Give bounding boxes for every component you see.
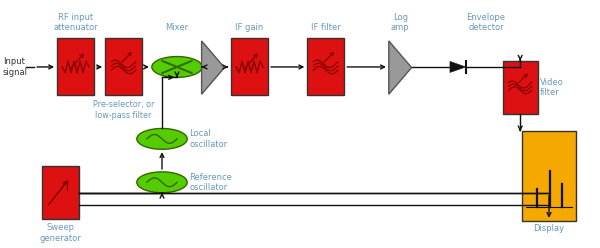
- Text: RF input
attenuator: RF input attenuator: [53, 13, 98, 32]
- Polygon shape: [450, 62, 466, 72]
- Circle shape: [152, 57, 202, 77]
- FancyBboxPatch shape: [231, 38, 268, 95]
- Text: Reference
oscillator: Reference oscillator: [190, 173, 232, 192]
- Polygon shape: [389, 41, 412, 94]
- Circle shape: [137, 172, 187, 193]
- Text: Sweep
generator: Sweep generator: [40, 223, 82, 243]
- FancyBboxPatch shape: [42, 166, 79, 219]
- Text: Envelope
detector: Envelope detector: [467, 13, 506, 32]
- FancyBboxPatch shape: [105, 38, 142, 95]
- Text: Input
signal: Input signal: [3, 57, 28, 77]
- Text: Local
oscillator: Local oscillator: [190, 129, 228, 149]
- Text: Pre-selector, or
low-pass filter: Pre-selector, or low-pass filter: [93, 100, 154, 120]
- Text: Display: Display: [533, 224, 565, 233]
- FancyBboxPatch shape: [522, 131, 576, 221]
- Text: Mixer: Mixer: [166, 23, 188, 32]
- FancyBboxPatch shape: [307, 38, 344, 95]
- FancyBboxPatch shape: [503, 61, 538, 114]
- FancyBboxPatch shape: [57, 38, 94, 95]
- Polygon shape: [202, 41, 224, 94]
- Text: IF filter: IF filter: [311, 23, 341, 32]
- Text: Log
amp: Log amp: [391, 13, 410, 32]
- Text: IF gain: IF gain: [235, 23, 264, 32]
- Text: Video
filter: Video filter: [540, 78, 564, 97]
- Circle shape: [137, 128, 187, 149]
